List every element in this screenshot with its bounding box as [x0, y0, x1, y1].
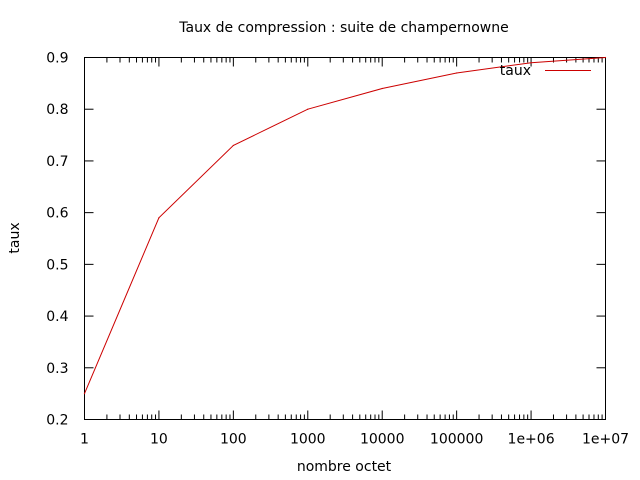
x-axis: 1 10 100 1000 10000 100000 1e+06 1e+07 — [80, 57, 629, 448]
data-point — [232, 144, 234, 147]
y-tick-label: 0.3 — [46, 361, 68, 377]
y-axis-label: taux — [7, 222, 23, 253]
y-axis: 0.2 0.3 0.4 0.5 0.6 0.7 0.8 0.9 — [46, 51, 606, 429]
legend-label: taux — [500, 63, 531, 79]
series-layer — [83, 56, 607, 395]
data-point — [158, 217, 160, 219]
y-tick-label: 0.9 — [46, 51, 68, 67]
x-tick-label: 1000 — [290, 432, 326, 448]
y-tick-label: 0.2 — [46, 413, 68, 429]
x-tick-label: 10 — [150, 432, 168, 448]
x-tick-label: 1 — [80, 432, 89, 448]
data-point — [307, 108, 309, 110]
x-axis-label: nombre octet — [297, 459, 392, 475]
data-point — [604, 56, 607, 59]
y-tick-label: 0.8 — [46, 102, 68, 118]
series-line-taux — [84, 57, 606, 394]
y-tick-label: 0.6 — [46, 206, 68, 222]
y-tick-label: 0.4 — [46, 309, 68, 325]
chart-title: Taux de compression : suite de champerno… — [178, 20, 509, 36]
x-tick-label: 10000 — [360, 432, 405, 448]
x-tick-label: 100000 — [430, 432, 483, 448]
data-point — [530, 62, 532, 64]
x-tick-label: 1e+07 — [582, 432, 629, 448]
data-point — [456, 72, 458, 74]
legend: taux — [500, 63, 591, 79]
plot-frame — [84, 57, 606, 420]
x-tick-label: 1e+06 — [508, 432, 555, 448]
data-point — [83, 393, 86, 395]
data-point — [381, 87, 383, 90]
x-tick-label: 100 — [220, 432, 247, 448]
y-tick-label: 0.7 — [46, 154, 68, 170]
y-tick-label: 0.5 — [46, 257, 68, 273]
